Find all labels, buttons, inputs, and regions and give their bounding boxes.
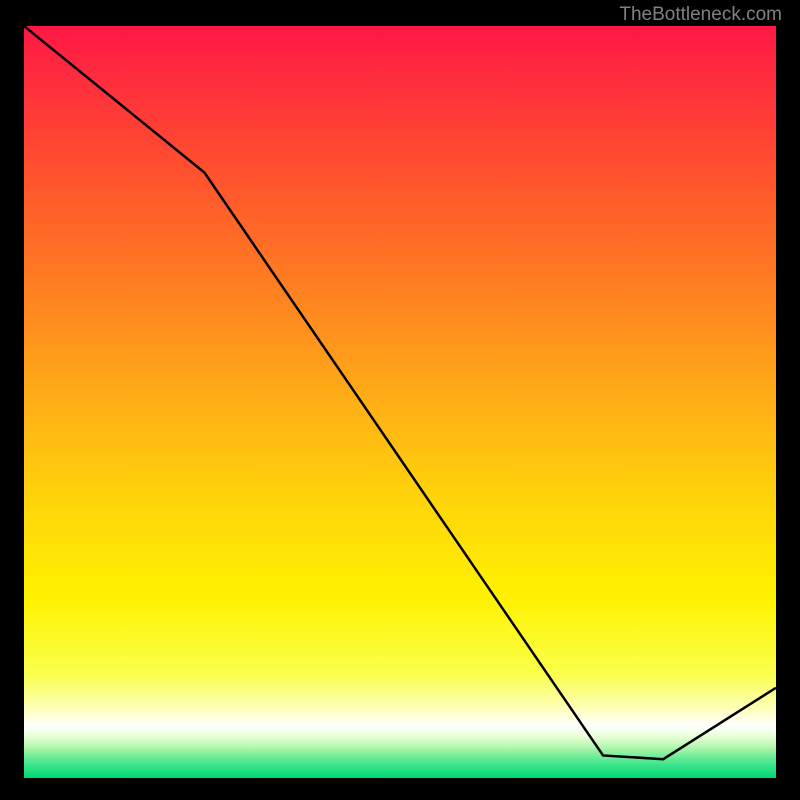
- watermark-text: TheBottleneck.com: [619, 4, 782, 26]
- chart-frame: TheBottleneck.com: [0, 0, 800, 800]
- bottleneck-chart: [24, 26, 776, 778]
- chart-background-gradient: [24, 26, 776, 778]
